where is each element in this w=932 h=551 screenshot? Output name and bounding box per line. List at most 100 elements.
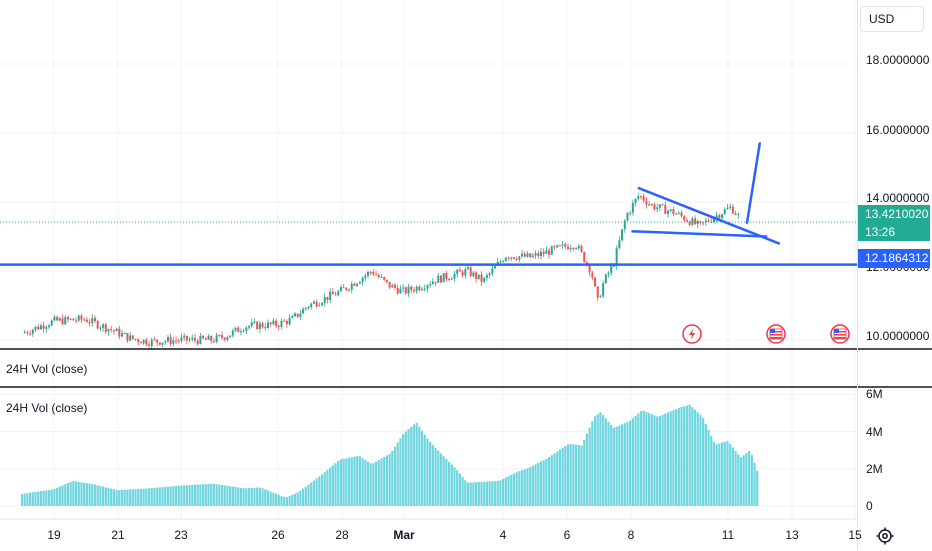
candle-body — [680, 212, 683, 217]
volume-bar — [137, 488, 140, 506]
candle-body — [361, 277, 364, 283]
volume-bar — [101, 486, 105, 506]
candle-body — [83, 319, 86, 321]
volume-bar — [453, 467, 456, 506]
volume-bar — [477, 482, 480, 506]
volume-bar — [156, 487, 159, 506]
candle-body — [350, 283, 353, 290]
volume-bar — [334, 463, 337, 506]
volume-bar — [366, 461, 370, 506]
volume-bar — [664, 413, 667, 506]
volume-bar — [683, 406, 686, 506]
candle-body — [264, 327, 267, 329]
us-flag-event-icon[interactable] — [830, 324, 850, 344]
indicator-pane-label[interactable]: 24H Vol (close) — [6, 362, 88, 376]
bar-countdown: 13:26 — [865, 225, 896, 239]
volume-bar — [226, 485, 229, 506]
volume-tick-label: 4M — [866, 425, 883, 439]
volume-bar — [34, 491, 37, 506]
flash-event-icon[interactable] — [682, 324, 702, 344]
candle-body — [461, 271, 464, 276]
volume-bar — [756, 470, 759, 506]
volume-bar — [480, 481, 483, 506]
volume-bar — [402, 434, 405, 506]
volume-bar — [329, 467, 332, 506]
candle-body — [526, 253, 529, 257]
volume-bar — [707, 429, 710, 506]
volume-bar — [596, 414, 599, 506]
volume-bar — [461, 476, 464, 506]
volume-bar — [74, 481, 78, 506]
volume-bar — [83, 482, 86, 506]
volume-bar — [364, 459, 367, 506]
candle-body — [472, 272, 475, 277]
volume-bar — [302, 488, 305, 506]
candle-body — [210, 336, 213, 341]
candle-body — [639, 196, 642, 198]
candle-body — [277, 325, 280, 327]
candle-body — [331, 291, 334, 295]
volume-bar — [615, 426, 618, 506]
candle-body — [85, 319, 88, 323]
volume-bar — [42, 490, 45, 506]
candle-body — [458, 269, 461, 272]
candle-body — [107, 329, 110, 332]
candle-body — [604, 274, 607, 284]
candle-body — [310, 303, 313, 308]
volume-bar — [396, 442, 399, 506]
volume-bar — [431, 444, 434, 506]
candle-body — [675, 213, 678, 215]
volume-bar — [591, 421, 594, 506]
candle-body — [304, 307, 307, 309]
us-flag-event-icon[interactable] — [766, 324, 786, 344]
gear-icon[interactable] — [874, 526, 896, 546]
candle-body — [426, 285, 429, 289]
volume-bar — [296, 492, 299, 506]
volume-bar — [23, 493, 26, 506]
volume-bar — [215, 484, 218, 506]
volume-bar — [739, 457, 743, 506]
volume-bar — [196, 484, 199, 506]
volume-bar — [153, 487, 156, 506]
candle-body — [285, 320, 288, 325]
volume-bar — [569, 443, 572, 506]
time-tick-label: 11 — [722, 528, 735, 542]
candle-body — [548, 250, 551, 255]
candle-body — [118, 328, 121, 337]
candle-body — [272, 320, 275, 325]
volume-tick-label: 2M — [866, 462, 883, 476]
volume-bar — [647, 413, 651, 506]
volume-bar — [658, 415, 662, 506]
volume-bar — [369, 463, 372, 506]
time-axis[interactable]: 19 21 23 26 28 Mar 4 6 8 11 13 15 — [47, 528, 862, 542]
volume-bar — [345, 458, 348, 506]
volume-bar — [131, 489, 134, 506]
indicator-pane-label[interactable]: 24H Vol (close) — [6, 401, 88, 415]
candle-body — [234, 327, 237, 331]
candle-body — [583, 251, 586, 263]
candle-body — [288, 317, 291, 325]
volume-axis[interactable]: 6M 4M 2M 0 — [866, 387, 883, 513]
volume-bar — [447, 461, 451, 506]
candle-body — [558, 245, 561, 247]
volume-bar — [129, 489, 132, 506]
candle-body — [250, 322, 253, 327]
candle-body — [231, 330, 234, 336]
volume-bar — [323, 472, 326, 506]
volume-bar — [239, 487, 243, 506]
candle-body — [323, 296, 326, 304]
volume-bar — [520, 470, 524, 506]
candle-body — [556, 245, 559, 248]
volume-bar — [207, 483, 210, 506]
candle-body — [596, 286, 599, 298]
volume-bar — [685, 405, 689, 506]
currency-selector[interactable]: USD — [860, 6, 924, 32]
price-axis[interactable]: 18.0000000 16.0000000 14.0000000 12.0000… — [866, 53, 930, 343]
volume-bar — [277, 494, 280, 506]
candle-body — [450, 278, 453, 280]
candle-body — [521, 253, 524, 257]
candle-body — [180, 337, 183, 341]
trendline-drawings[interactable] — [0, 142, 857, 266]
volume-bar — [666, 412, 670, 506]
